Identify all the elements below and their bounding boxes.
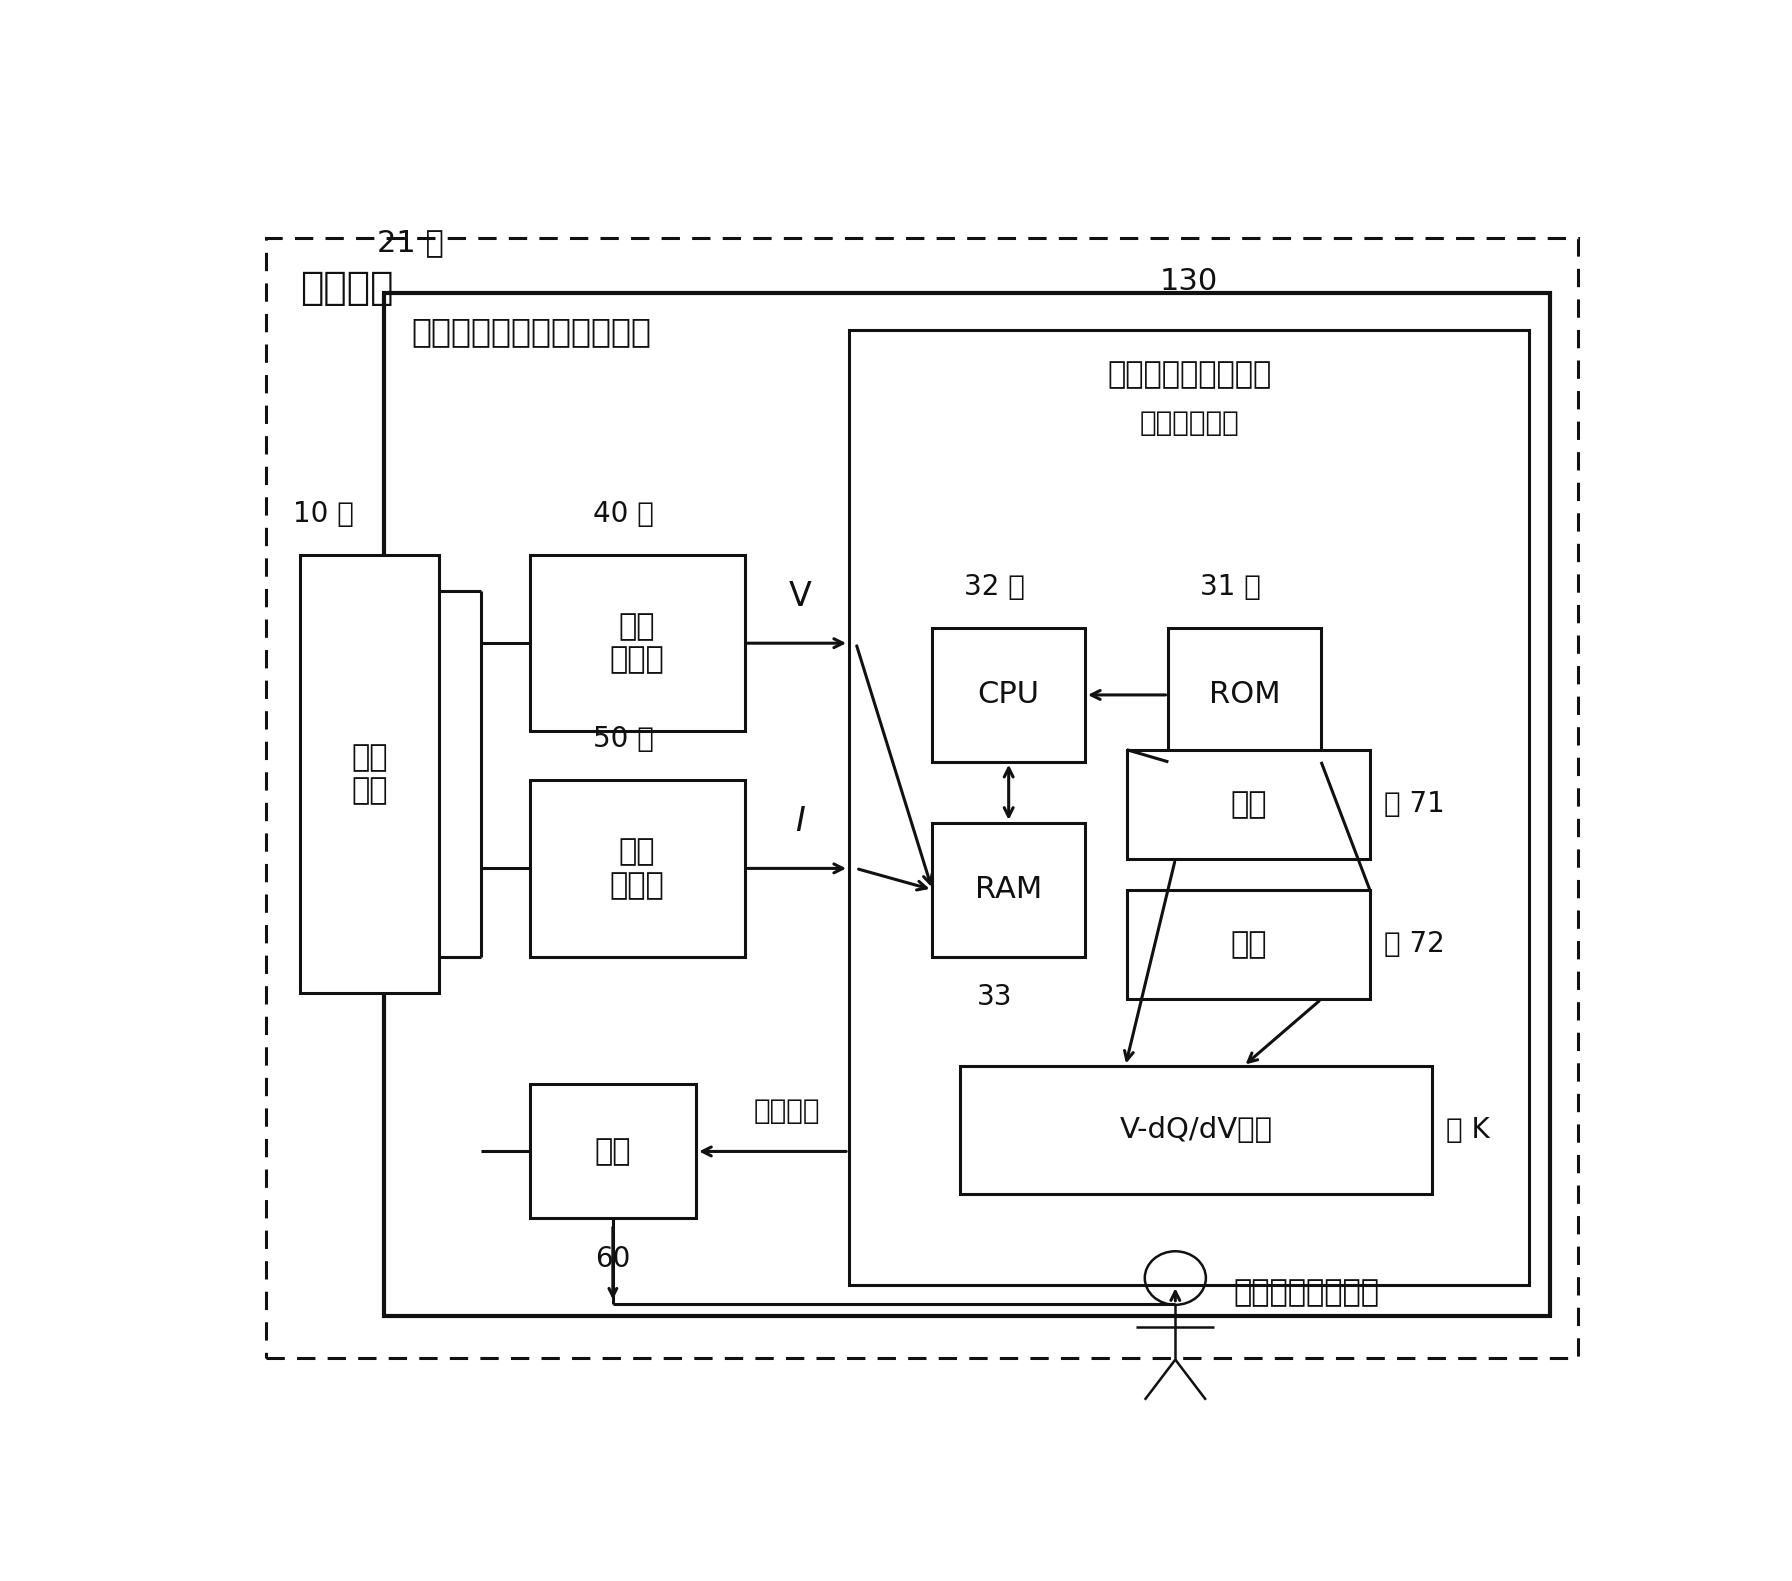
- Text: ROM: ROM: [1210, 680, 1281, 710]
- Text: 二次
电池: 二次 电池: [351, 743, 389, 805]
- Text: 数据: 数据: [1229, 930, 1267, 960]
- Text: 60: 60: [595, 1246, 631, 1273]
- Text: ：用户（检查者）: ：用户（检查者）: [1233, 1277, 1380, 1307]
- Text: 电流
检测部: 电流 检测部: [609, 836, 665, 900]
- Bar: [1168, 628, 1321, 762]
- Bar: [530, 779, 745, 957]
- Text: CPU: CPU: [978, 680, 1039, 710]
- Text: V: V: [788, 580, 812, 613]
- Bar: [530, 555, 745, 732]
- Text: （计算机等）: （计算机等）: [1140, 409, 1238, 436]
- Text: 程序: 程序: [1229, 790, 1267, 819]
- Text: 50 ～: 50 ～: [593, 726, 654, 754]
- Bar: [932, 822, 1086, 957]
- Text: 检查系统: 检查系统: [301, 269, 394, 307]
- Text: I: I: [796, 805, 805, 838]
- Text: 控制信号: 控制信号: [753, 1097, 819, 1124]
- Text: ～ 72: ～ 72: [1383, 931, 1444, 958]
- Text: 40 ～: 40 ～: [593, 500, 654, 528]
- Bar: [383, 292, 1550, 1315]
- Bar: [849, 330, 1530, 1285]
- Text: 21 ～: 21 ～: [376, 228, 443, 256]
- Bar: [301, 555, 439, 993]
- Text: 33: 33: [977, 983, 1012, 1012]
- Text: 10 ～: 10 ～: [294, 500, 355, 528]
- Bar: [932, 628, 1086, 762]
- Text: 二次电池异常检测充放电器: 二次电池异常检测充放电器: [412, 315, 652, 348]
- Text: 31 ～: 31 ～: [1201, 574, 1262, 601]
- Text: 电源: 电源: [595, 1137, 631, 1165]
- Text: 32 ～: 32 ～: [964, 574, 1025, 601]
- Text: 电压
检测部: 电压 检测部: [609, 612, 665, 675]
- Bar: [1127, 890, 1369, 999]
- Bar: [1127, 749, 1369, 860]
- Text: V-dQ/dV曲线: V-dQ/dV曲线: [1120, 1116, 1272, 1145]
- Text: 130: 130: [1159, 267, 1219, 296]
- Text: ～ 71: ～ 71: [1383, 790, 1444, 819]
- Bar: [961, 1066, 1432, 1194]
- Bar: [530, 1085, 695, 1219]
- Text: RAM: RAM: [975, 876, 1043, 904]
- Text: ～ K: ～ K: [1446, 1116, 1489, 1145]
- Text: 二次电池异常检测部: 二次电池异常检测部: [1107, 360, 1271, 389]
